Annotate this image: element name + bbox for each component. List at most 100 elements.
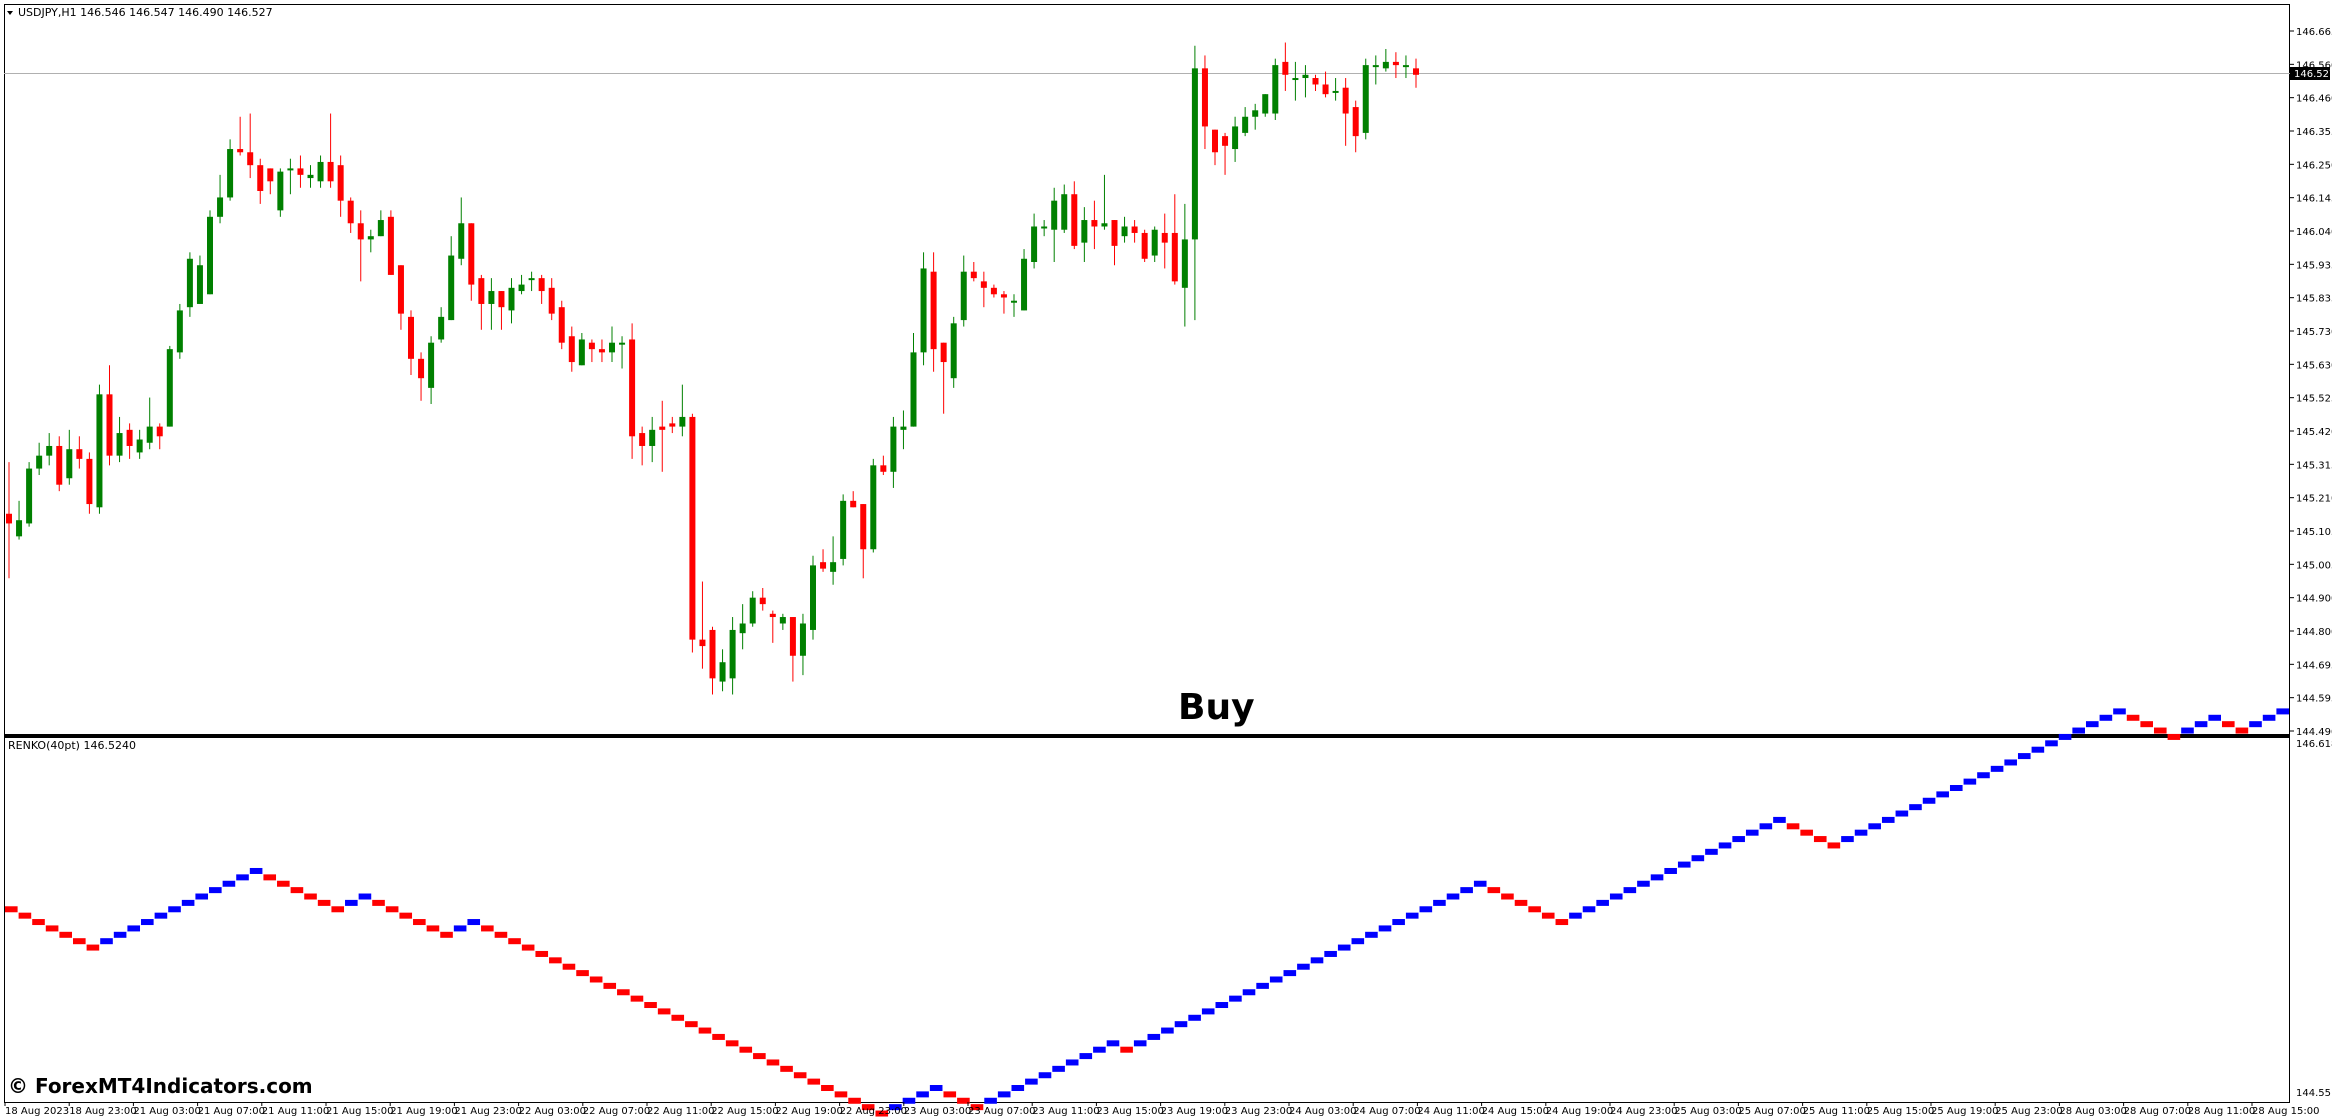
candle[interactable] (588, 339, 595, 363)
renko-series[interactable] (5, 708, 2289, 1117)
candle[interactable] (729, 617, 736, 695)
candle[interactable] (860, 504, 867, 579)
candle[interactable] (1392, 52, 1399, 79)
candle[interactable] (1413, 58, 1419, 88)
candle[interactable] (1342, 78, 1349, 146)
candle[interactable] (176, 303, 183, 359)
candle[interactable] (960, 255, 967, 327)
candle[interactable] (629, 323, 636, 459)
candle[interactable] (347, 197, 354, 233)
candle[interactable] (1191, 45, 1198, 321)
candle[interactable] (66, 429, 73, 485)
candle[interactable] (789, 617, 796, 682)
candle[interactable] (1312, 74, 1319, 91)
candle[interactable] (16, 500, 23, 540)
candle[interactable] (779, 613, 786, 630)
candle[interactable] (759, 587, 766, 611)
candle[interactable] (1262, 94, 1269, 117)
candle[interactable] (136, 429, 143, 459)
candle[interactable] (1402, 55, 1409, 79)
candle[interactable] (106, 365, 113, 466)
candle[interactable] (478, 274, 485, 330)
candle[interactable] (799, 613, 806, 676)
candle[interactable] (217, 174, 224, 224)
candle[interactable] (377, 210, 384, 237)
candle[interactable] (488, 278, 495, 330)
candle[interactable] (518, 274, 525, 295)
candle[interactable] (498, 291, 505, 330)
candle[interactable] (1111, 220, 1118, 266)
candle[interactable] (1252, 103, 1259, 130)
candle[interactable] (1121, 216, 1128, 243)
candle[interactable] (719, 649, 726, 692)
candle[interactable] (1101, 174, 1108, 230)
candle[interactable] (1181, 203, 1188, 327)
candle[interactable] (6, 462, 12, 579)
candle[interactable] (840, 494, 847, 566)
candle[interactable] (930, 252, 937, 372)
candle[interactable] (568, 326, 575, 372)
candle[interactable] (297, 155, 304, 188)
candle[interactable] (317, 155, 324, 188)
candle[interactable] (387, 210, 394, 275)
candle[interactable] (287, 158, 294, 195)
candle[interactable] (327, 113, 334, 188)
candle[interactable] (1282, 42, 1289, 91)
candle[interactable] (156, 423, 163, 450)
candle[interactable] (769, 610, 776, 643)
candle[interactable] (920, 252, 927, 366)
candle[interactable] (1322, 71, 1329, 98)
candle[interactable] (1292, 61, 1299, 101)
candle[interactable] (558, 300, 565, 350)
candle[interactable] (1222, 132, 1229, 175)
candle[interactable] (669, 416, 676, 434)
candle[interactable] (257, 158, 264, 204)
candle[interactable] (598, 339, 605, 363)
candle[interactable] (438, 307, 445, 343)
candle[interactable] (36, 442, 43, 476)
candle[interactable] (548, 278, 555, 321)
candle[interactable] (1201, 55, 1208, 150)
candle[interactable] (367, 229, 374, 253)
candle[interactable] (1272, 58, 1279, 120)
candle[interactable] (639, 426, 646, 466)
candle[interactable] (1332, 78, 1339, 101)
candle[interactable] (418, 352, 425, 401)
candle[interactable] (408, 310, 414, 375)
candle[interactable] (1021, 249, 1028, 311)
candle[interactable] (428, 336, 435, 405)
candle[interactable] (810, 555, 816, 640)
candle[interactable] (1031, 213, 1038, 269)
candle[interactable] (1000, 291, 1007, 314)
candle[interactable] (1232, 116, 1239, 162)
candle[interactable] (910, 333, 917, 427)
candle[interactable] (96, 384, 103, 514)
candle[interactable] (1161, 213, 1168, 269)
candle[interactable] (1302, 65, 1309, 98)
candle[interactable] (1011, 294, 1017, 317)
candle[interactable] (458, 197, 465, 266)
candle[interactable] (870, 458, 877, 553)
candle[interactable] (46, 433, 53, 466)
candle[interactable] (1041, 220, 1048, 237)
candle[interactable] (830, 536, 837, 585)
candle[interactable] (227, 139, 234, 201)
candle[interactable] (1091, 200, 1098, 250)
candle[interactable] (277, 168, 284, 217)
candle[interactable] (880, 455, 887, 476)
candle[interactable] (850, 491, 857, 508)
candle[interactable] (448, 236, 455, 321)
candle[interactable] (970, 262, 977, 282)
candle[interactable] (196, 255, 203, 304)
candle[interactable] (649, 416, 656, 463)
candle[interactable] (820, 549, 827, 572)
candle[interactable] (337, 155, 344, 217)
candle[interactable] (166, 345, 173, 427)
candle[interactable] (1051, 187, 1058, 262)
candle[interactable] (699, 581, 706, 669)
candle[interactable] (237, 116, 244, 156)
candle[interactable] (659, 400, 666, 472)
candle[interactable] (1242, 107, 1249, 137)
candle[interactable] (508, 278, 515, 324)
